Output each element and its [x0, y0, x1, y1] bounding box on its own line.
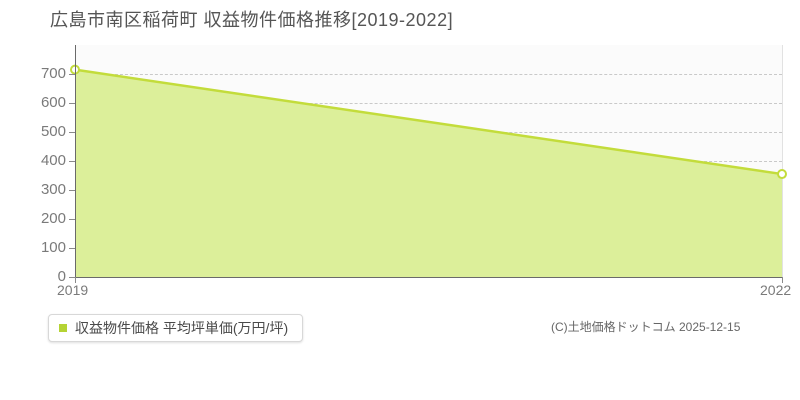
x-tick-label-2019: 2019	[57, 282, 89, 298]
page-title: 広島市南区稲荷町 収益物件価格推移[2019-2022]	[50, 10, 454, 30]
y-tick-label-400: 400	[40, 152, 66, 169]
plot-right-border	[782, 45, 783, 277]
gridline-600	[75, 103, 782, 104]
x-tick-mark-2019	[75, 277, 76, 283]
data-point-marker-2022[interactable]	[777, 169, 787, 180]
y-tick-label-500: 500	[40, 123, 66, 140]
y-tick-mark-500	[69, 132, 75, 133]
y-tick-label-0: 0	[57, 268, 66, 285]
y-tick-mark-200	[69, 219, 75, 220]
y-tick-mark-600	[69, 103, 75, 104]
x-tick-label-2022: 2022	[760, 282, 792, 298]
x-axis-line	[75, 277, 783, 278]
y-tick-label-100: 100	[40, 239, 66, 256]
legend-item-label: 収益物件価格 平均坪単価(万円/坪)	[75, 320, 289, 336]
series-line-0	[74, 68, 783, 176]
y-tick-label-200: 200	[40, 210, 66, 227]
y-tick-label-300: 300	[40, 181, 66, 198]
chart-legend[interactable]: 収益物件価格 平均坪単価(万円/坪)	[48, 314, 304, 342]
y-tick-label-600: 600	[40, 94, 66, 111]
y-axis-line	[75, 45, 76, 278]
y-tick-mark-300	[69, 190, 75, 191]
series-fill-0	[75, 69, 782, 278]
x-tick-mark-2022	[782, 277, 783, 283]
legend-swatch-icon	[59, 324, 67, 332]
gridline-700	[75, 74, 782, 75]
y-tick-mark-0	[69, 277, 75, 278]
y-tick-mark-700	[69, 74, 75, 75]
copyright-credit: (C)土地価格ドットコム 2025-12-15	[551, 320, 741, 334]
y-tick-mark-100	[69, 248, 75, 249]
y-tick-mark-400	[69, 161, 75, 162]
y-tick-label-700: 700	[40, 65, 66, 82]
